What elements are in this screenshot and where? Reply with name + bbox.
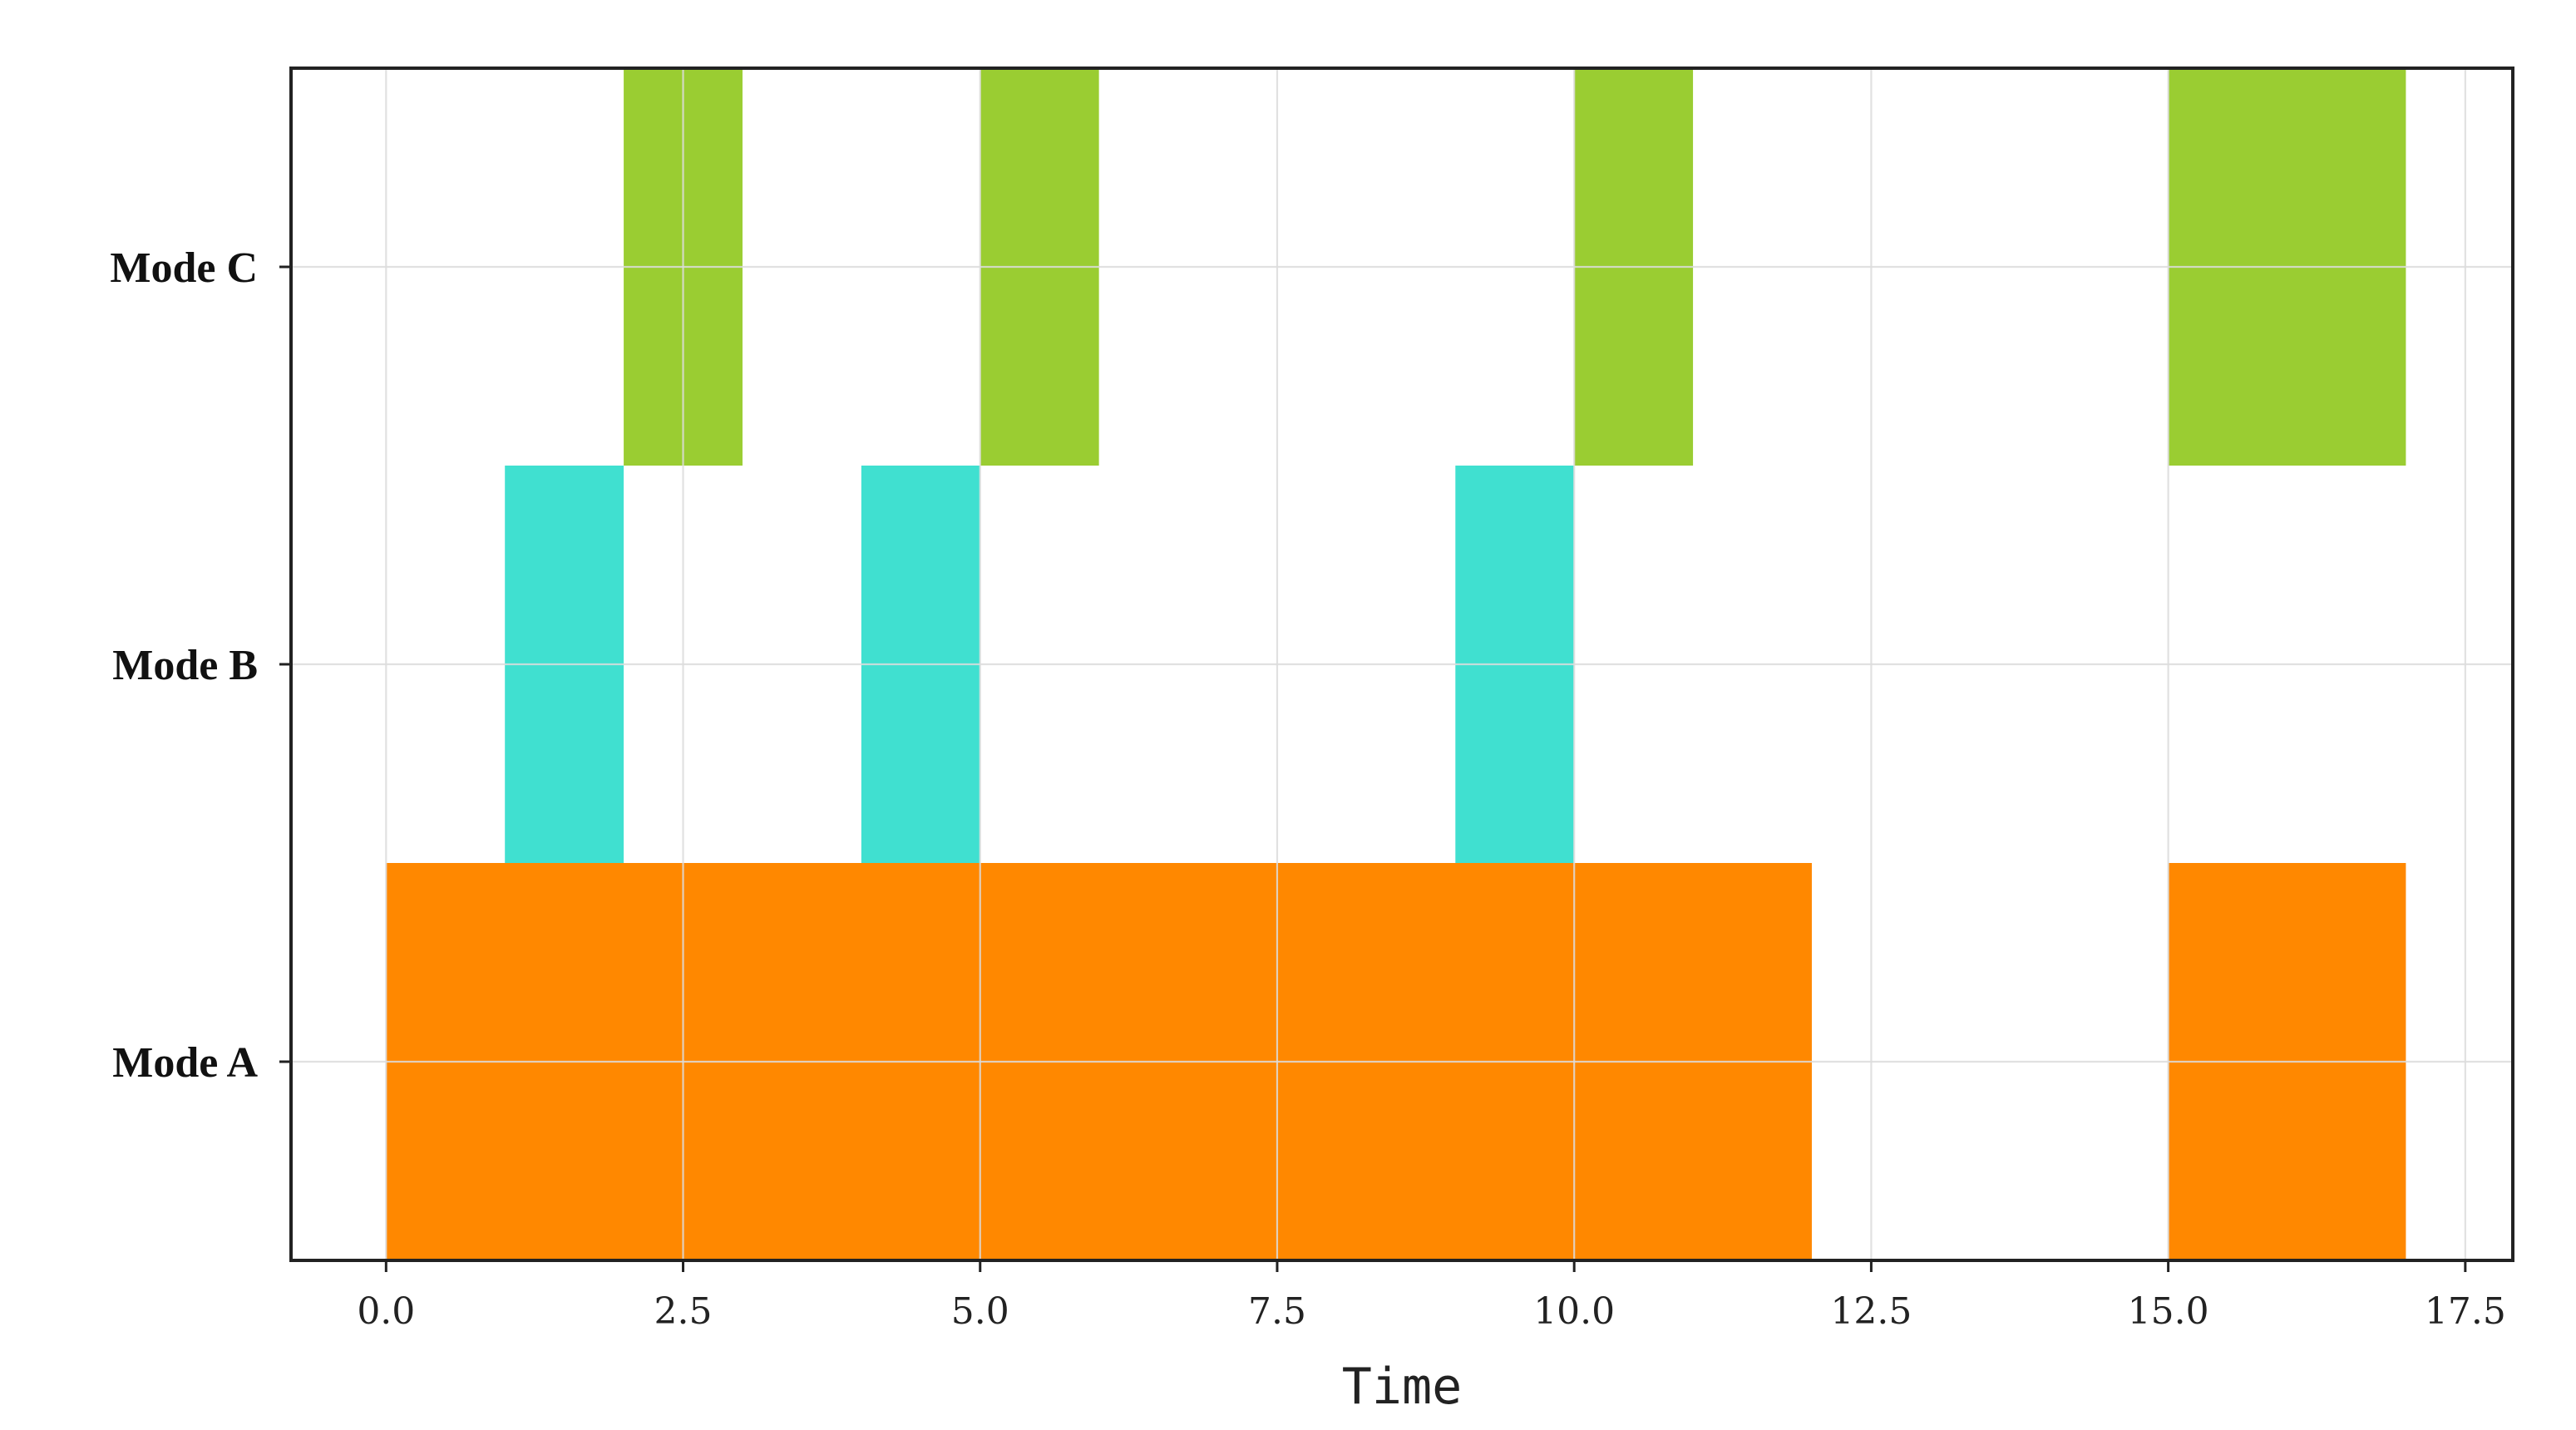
x-tick-label-7: 15.0 xyxy=(2128,1290,2209,1333)
y-tick-label-mode-b: Mode B xyxy=(112,642,258,689)
x-tick-label-8: 17.5 xyxy=(2425,1290,2506,1333)
x-tick-label-4: 7.5 xyxy=(1248,1290,1306,1333)
grid-layer xyxy=(291,68,2513,1260)
y-tick-label-mode-a: Mode A xyxy=(112,1039,258,1087)
x-tick-label-1: 0.0 xyxy=(357,1290,415,1333)
y-tick-label-mode-c: Mode C xyxy=(110,244,258,292)
x-axis-title: Time xyxy=(1342,1358,1463,1416)
labels-layer: 0.0 2.5 5.0 7.5 10.0 12.5 15.0 17.5 Mode A Mode B… xyxy=(110,244,2505,1333)
x-tick-label-6: 12.5 xyxy=(1830,1290,1912,1333)
ticks-layer xyxy=(279,265,2467,1272)
x-tick-label-2: 2.5 xyxy=(654,1290,713,1333)
x-tick-label-5: 10.0 xyxy=(1533,1290,1615,1333)
x-tick-label-3: 5.0 xyxy=(951,1290,1009,1333)
